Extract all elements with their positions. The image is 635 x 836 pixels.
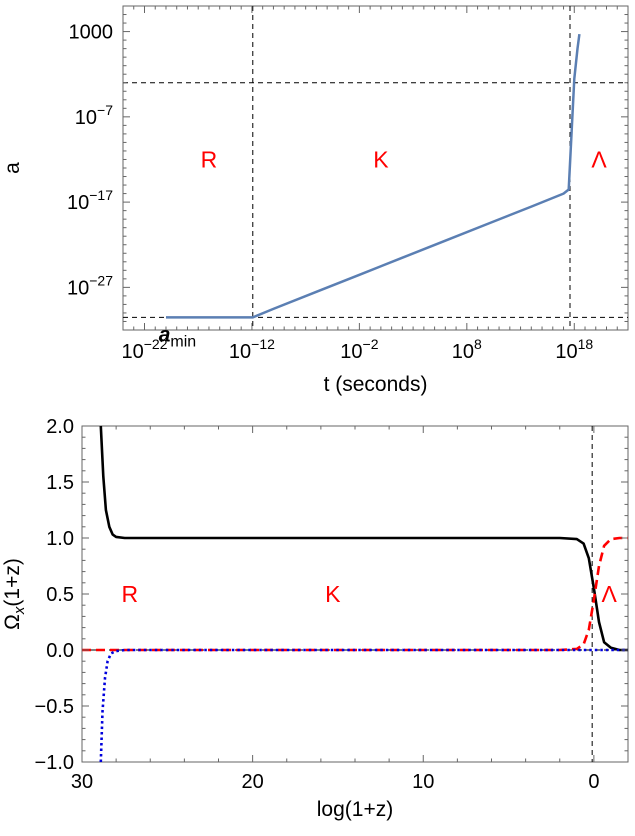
- x-tick-label: 10−22: [121, 336, 167, 363]
- y-tick-label-base: 10: [75, 107, 97, 129]
- x-tick-label: 1018: [555, 336, 593, 363]
- x-tick-label-base: 10: [229, 341, 251, 363]
- a-min-annotation: amin: [159, 323, 196, 350]
- x-tick-label: 10−12: [229, 336, 275, 363]
- y-tick-label: 0.5: [46, 584, 74, 606]
- y-tick-label-base: 10: [67, 277, 89, 299]
- y-axis-ticks: −1.0 −0.5 0.0 0.5 1.0 1.5 2.0: [35, 416, 628, 774]
- x-axis-label: log(1+z): [317, 798, 393, 821]
- x-tick-label-exponent: −22: [144, 336, 168, 352]
- x-tick-label: 30: [71, 771, 93, 793]
- x-tick-label: 108: [452, 336, 482, 363]
- y-tick-label-base: 10: [67, 192, 89, 214]
- y-tick-label: 2.0: [46, 416, 74, 438]
- series-group: [166, 33, 581, 319]
- y-tick-label: 10−27: [67, 272, 113, 299]
- region-label: R: [201, 146, 218, 172]
- density-parameter-panel: 30 20 10 0 −1.0 −0.5 0.0 0.5 1.0 1.5 2.0 R K Λ log(…: [1, 416, 629, 821]
- x-tick-label-exponent: 18: [578, 336, 594, 352]
- y-tick-label-exponent: −17: [89, 187, 113, 203]
- region-label: Λ: [602, 581, 618, 607]
- y-tick-label: 0.0: [46, 640, 74, 662]
- y-axis-label-suffix: (1+z): [1, 558, 24, 606]
- x-tick-label: 0: [588, 771, 599, 793]
- x-tick-label-exponent: −2: [363, 336, 379, 352]
- x-tick-label-exponent: −12: [251, 336, 275, 352]
- x-axis-ticks: 30 20 10 0: [71, 426, 629, 793]
- y-axis-label: a: [1, 162, 24, 174]
- y-tick-label: 10−17: [67, 187, 113, 214]
- omega-radiation-curve: [99, 648, 628, 763]
- region-label: K: [373, 146, 389, 172]
- y-axis-label-subscript: x: [11, 606, 28, 615]
- scale-factor-curve: [166, 33, 581, 319]
- x-tick-label: 10: [412, 771, 434, 793]
- y-tick-label: −1.0: [35, 752, 74, 774]
- y-tick-label: 10−7: [75, 102, 113, 129]
- region-label: K: [325, 581, 341, 607]
- plot-frame: [81, 425, 629, 763]
- region-label: R: [121, 581, 138, 607]
- x-tick-label-base: 10: [340, 341, 362, 363]
- x-tick-label-base: 10: [555, 341, 577, 363]
- x-tick-label-exponent: 8: [474, 336, 482, 352]
- y-tick-label-exponent: −7: [97, 102, 113, 118]
- omega-lambda-curve: [82, 536, 628, 652]
- y-tick-label-exponent: −27: [89, 272, 113, 288]
- x-tick-label-base: 10: [121, 341, 143, 363]
- omega-matter-curve: [99, 425, 628, 652]
- x-axis-label: t (seconds): [324, 373, 428, 396]
- y-tick-label: 1000: [69, 22, 114, 44]
- scale-factor-panel: 10−22 10−12 10−2 108 1018 100010−710−1710−27…: [1, 5, 629, 396]
- y-tick-label: 1.0: [46, 528, 74, 550]
- y-axis-label-symbol: Ω: [1, 614, 24, 630]
- y-tick-label: 1.5: [46, 472, 74, 494]
- series-group: [82, 425, 628, 763]
- x-tick-label: 10−2: [340, 336, 378, 363]
- y-tick-label: −0.5: [35, 696, 74, 718]
- x-tick-label: 20: [242, 771, 264, 793]
- region-label: Λ: [591, 146, 607, 172]
- y-tick-label-base: 1000: [69, 22, 114, 44]
- x-axis-ticks: 10−22 10−12 10−2 108 1018: [121, 6, 629, 363]
- a-min-annotation-sub: min: [170, 333, 196, 350]
- a-min-annotation-main: a: [159, 323, 171, 346]
- x-tick-label-base: 10: [452, 341, 474, 363]
- guide-lines: [82, 426, 628, 762]
- y-axis-label: Ωx(1+z): [1, 558, 28, 630]
